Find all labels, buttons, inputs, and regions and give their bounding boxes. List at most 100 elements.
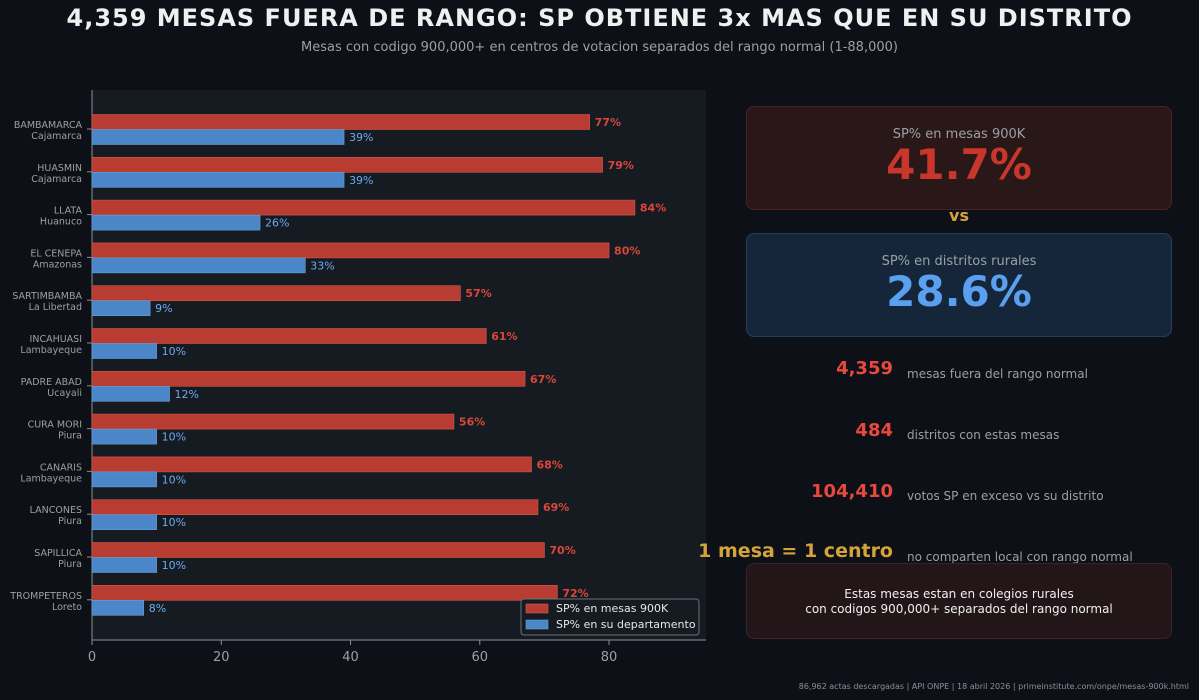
stat-value-mesas: 4,359 (836, 358, 893, 379)
bar-sp-departamento (91, 172, 345, 188)
bar-label-sp-departamento: 12% (175, 388, 199, 401)
bar-sp-departamento (91, 129, 345, 145)
category-region: Piura (58, 559, 82, 570)
legend-swatch-sp-departamento (525, 619, 549, 630)
bar-sp-departamento (91, 471, 157, 488)
stat-value-distritos: 484 (855, 420, 893, 441)
category-name: LLATA (54, 206, 83, 217)
bar-sp-900k (91, 328, 487, 344)
bar-label-sp-departamento: 10% (162, 516, 186, 529)
bar-sp-departamento (91, 599, 145, 616)
bar-label-sp-departamento: 10% (162, 431, 186, 444)
category-name: SARTIMBAMBA (12, 291, 82, 302)
bar-label-sp-departamento: 10% (162, 559, 186, 572)
bar-sp-departamento (91, 343, 157, 359)
sp-rural-label: SP% en distritos rurales (881, 254, 1037, 269)
stat-label-distritos: distritos con estas mesas (907, 428, 1060, 442)
bar-label-sp-900k: 79% (608, 159, 634, 172)
category-region: La Libertad (29, 302, 82, 313)
category-name: HUASMIN (37, 163, 82, 174)
bar-label-sp-departamento: 39% (349, 174, 373, 187)
bar-sp-departamento (91, 300, 151, 317)
x-tick-label: 40 (342, 650, 359, 665)
category-name: TROMPETEROS (9, 591, 82, 602)
bar-label-sp-900k: 80% (614, 244, 640, 257)
bar-label-sp-900k: 77% (595, 116, 621, 129)
bar-sp-900k (91, 157, 603, 173)
bar-sp-departamento (91, 557, 157, 573)
sp-900k-value: 41.7% (886, 140, 1032, 189)
note-line-2: con codigos 900,000+ separados del rango… (805, 602, 1113, 616)
legend-label-sp-900k: SP% en mesas 900K (556, 602, 669, 615)
bar-sp-departamento (91, 385, 170, 402)
bar-sp-900k (91, 114, 590, 130)
sp-rural-value: 28.6% (886, 267, 1032, 316)
bar-label-sp-900k: 67% (530, 373, 556, 386)
legend-swatch-sp-900k (525, 603, 549, 614)
bar-label-sp-900k: 70% (549, 544, 575, 557)
bar-sp-900k (91, 499, 539, 516)
category-region: Piura (58, 516, 82, 527)
stat-value-votos: 104,410 (811, 481, 893, 502)
bar-sp-900k (91, 199, 636, 216)
category-region: Lambayeque (20, 473, 82, 484)
stat-label-mesas: mesas fuera del rango normal (907, 367, 1088, 381)
bar-label-sp-900k: 84% (640, 202, 666, 215)
bar-label-sp-departamento: 10% (162, 473, 186, 486)
category-name: LANCONES (30, 505, 82, 516)
bar-label-sp-departamento: 26% (265, 217, 289, 230)
stat-value-centro: 1 mesa = 1 centro (698, 540, 893, 562)
bar-label-sp-departamento: 10% (162, 345, 186, 358)
bar-sp-900k (91, 242, 610, 259)
bar-sp-900k (91, 370, 526, 387)
chart-subtitle: Mesas con codigo 900,000+ en centros de … (301, 40, 898, 55)
category-name: INCAHUASI (30, 334, 82, 345)
bar-label-sp-departamento: 39% (349, 131, 373, 144)
sp-rural-card: SP% en distritos rurales 28.6% (746, 233, 1172, 337)
category-region: Huanuco (40, 217, 82, 228)
category-region: Loreto (52, 602, 82, 613)
bar-label-sp-departamento: 9% (155, 302, 172, 315)
bar-label-sp-900k: 57% (465, 287, 491, 300)
chart-title: 4,359 MESAS FUERA DE RANGO: SP OBTIENE 3… (66, 4, 1133, 32)
bar-sp-departamento (91, 257, 306, 274)
note-line-1: Estas mesas estan en colegios rurales (844, 587, 1074, 601)
footer-source: 86,962 actas descargadas | API ONPE | 18… (798, 682, 1189, 691)
bar-sp-departamento (91, 214, 261, 231)
bar-label-sp-900k: 56% (459, 416, 485, 429)
stat-label-votos: votos SP en exceso vs su distrito (907, 489, 1104, 503)
category-region: Amazonas (33, 259, 82, 270)
bar-sp-900k (91, 584, 558, 601)
bar-sp-900k (91, 542, 545, 558)
bar-sp-900k (91, 413, 455, 430)
category-name: CURA MORI (28, 420, 82, 431)
category-region: Ucayali (47, 388, 82, 399)
bar-sp-departamento (91, 514, 157, 531)
bar-sp-900k (91, 456, 532, 473)
x-tick-label: 20 (213, 650, 230, 665)
x-tick-label: 80 (601, 650, 618, 665)
bar-label-sp-900k: 68% (536, 458, 562, 471)
legend-box (520, 598, 700, 636)
category-name: PADRE ABAD (21, 377, 82, 388)
x-tick-label: 0 (88, 650, 96, 665)
category-region: Cajamarca (31, 131, 82, 142)
sp-900k-card: SP% en mesas 900K 41.7% (746, 106, 1172, 210)
legend-label-sp-departamento: SP% en su departamento (556, 618, 696, 631)
bar-label-sp-departamento: 33% (310, 259, 334, 272)
category-region: Piura (58, 431, 82, 442)
bar-label-sp-departamento: 8% (149, 602, 166, 615)
bar-sp-departamento (91, 428, 157, 445)
vs-label: vs (949, 206, 969, 225)
bar-label-sp-900k: 69% (543, 501, 569, 514)
sp-900k-label: SP% en mesas 900K (892, 127, 1026, 142)
category-region: Cajamarca (31, 174, 82, 185)
bar-label-sp-900k: 61% (491, 330, 517, 343)
bar-sp-900k (91, 285, 461, 302)
bar-label-sp-900k: 72% (562, 587, 588, 600)
x-tick-label: 60 (472, 650, 489, 665)
category-name: BAMBAMARCA (14, 120, 83, 131)
category-region: Lambayeque (20, 345, 82, 356)
bar-chart: 0 20 40 60 80BAMBAMARCACajamarca77%39%HUASMI… (9, 90, 706, 665)
note-box: Estas mesas estan en colegios rurales co… (746, 563, 1172, 639)
